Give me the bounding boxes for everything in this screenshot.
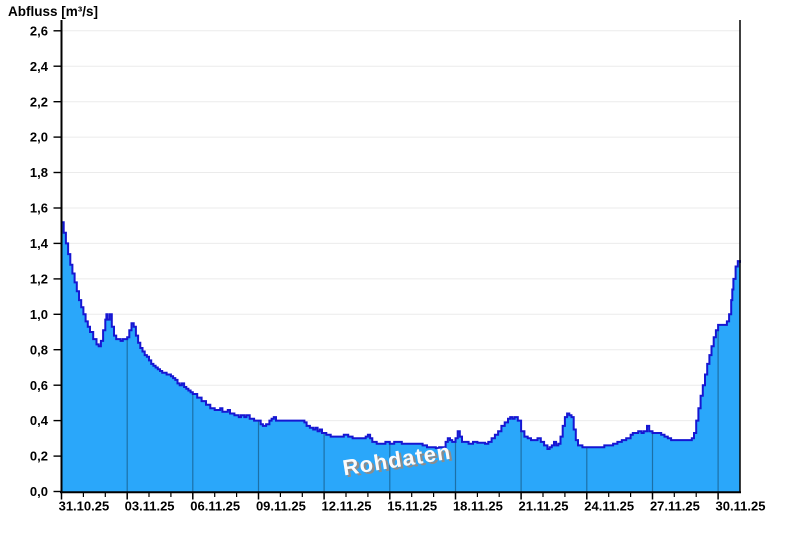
x-tick-label: 18.11.25 bbox=[453, 499, 503, 514]
x-tick-label: 21.11.25 bbox=[519, 499, 569, 514]
y-tick-label: 2,2 bbox=[30, 94, 48, 109]
discharge-area-outline bbox=[61, 221, 741, 450]
x-tick-label: 24.11.25 bbox=[584, 499, 634, 514]
y-tick-label: 0,6 bbox=[30, 378, 48, 393]
y-tick-label: 0,2 bbox=[30, 449, 48, 464]
chart-title: Abfluss [m³/s] bbox=[8, 4, 99, 19]
y-tick-label: 2,6 bbox=[30, 23, 48, 38]
x-tick-label: 31.10.25 bbox=[59, 499, 110, 514]
x-tick-label: 12.11.25 bbox=[322, 499, 372, 514]
discharge-area-fill bbox=[61, 222, 740, 492]
y-tick-label: 2,4 bbox=[30, 59, 49, 74]
x-tick-label: 27.11.25 bbox=[650, 499, 700, 514]
x-tick-label: 03.11.25 bbox=[125, 499, 175, 514]
x-tick-label: 06.11.25 bbox=[190, 499, 240, 514]
y-tick-label: 1,2 bbox=[30, 272, 48, 287]
x-tick-label: 30.11.25 bbox=[716, 499, 766, 514]
y-tick-label: 1,0 bbox=[30, 307, 48, 322]
y-tick-label: 1,6 bbox=[30, 201, 48, 216]
y-tick-label: 1,8 bbox=[30, 165, 48, 180]
x-tick-label: 15.11.25 bbox=[387, 499, 437, 514]
y-tick-label: 1,4 bbox=[30, 236, 49, 251]
y-tick-label: 0,0 bbox=[30, 484, 48, 499]
y-tick-label: 0,4 bbox=[30, 413, 49, 428]
x-tick-label: 09.11.25 bbox=[256, 499, 306, 514]
y-tick-label: 2,0 bbox=[30, 130, 48, 145]
y-tick-label: 0,8 bbox=[30, 342, 48, 357]
